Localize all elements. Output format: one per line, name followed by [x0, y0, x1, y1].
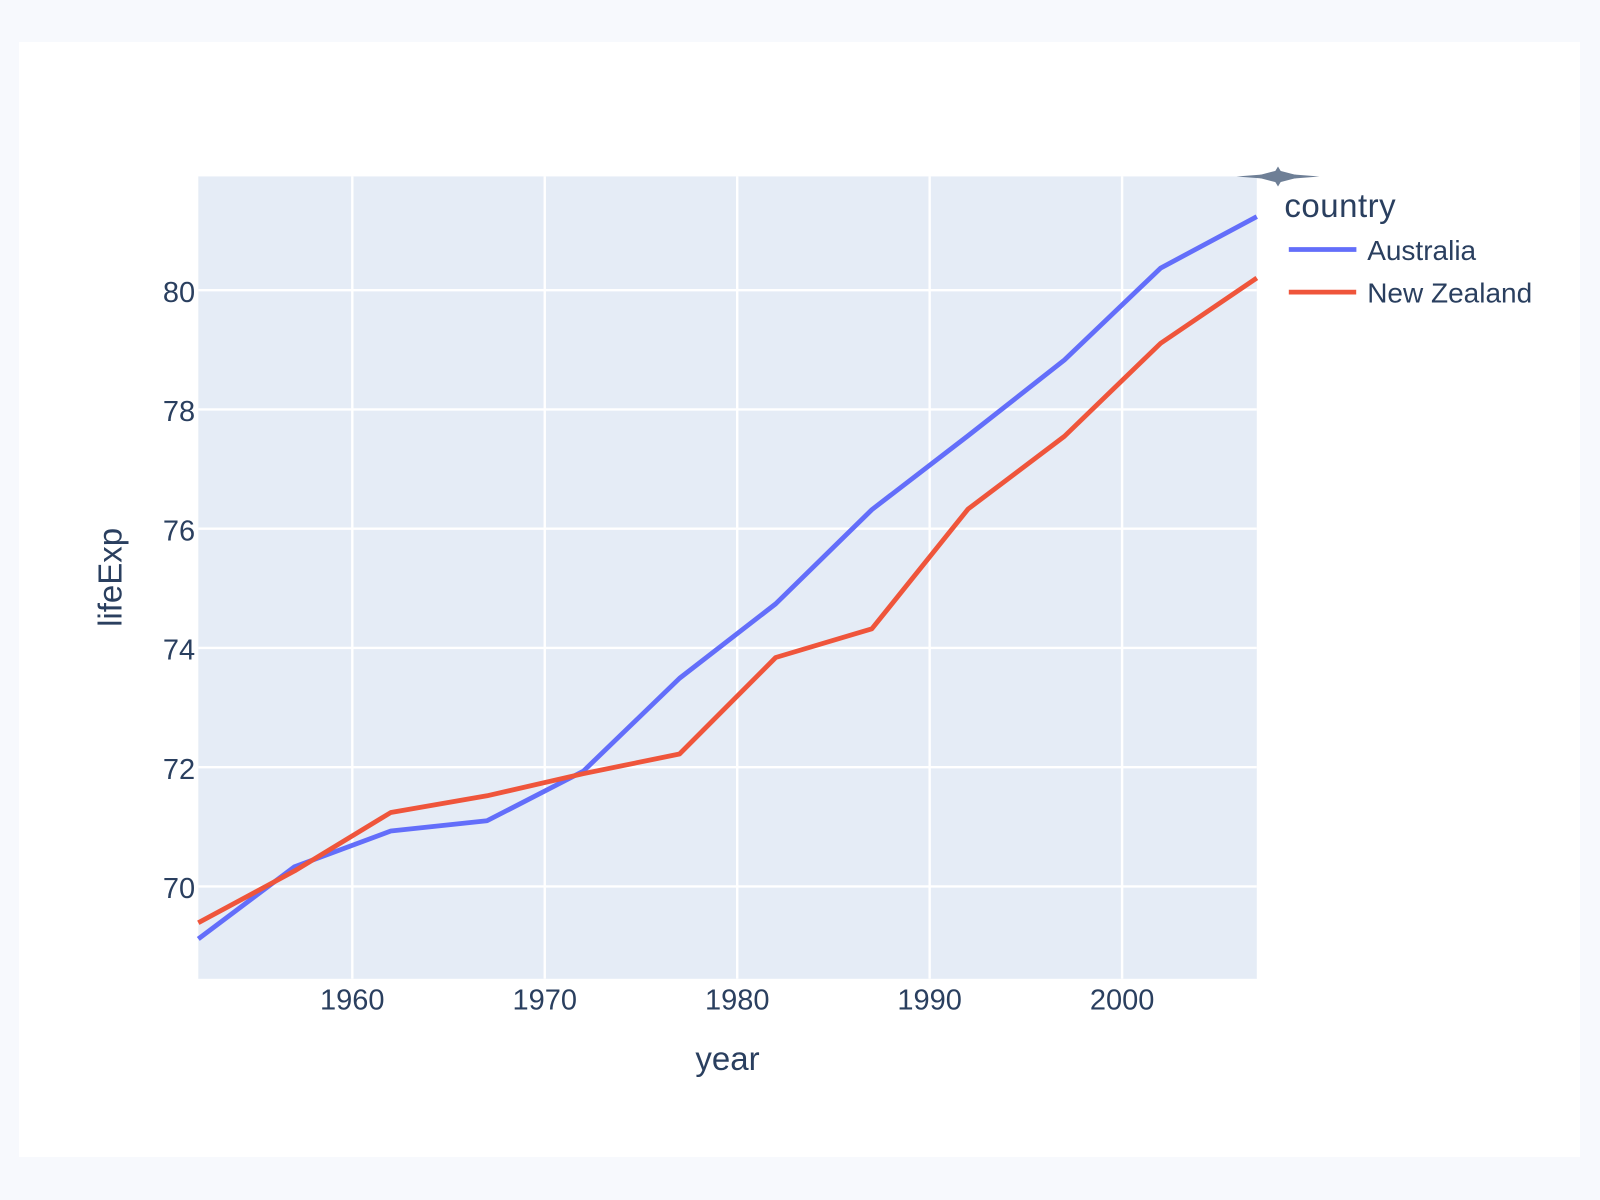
svg-text:year: year [695, 1040, 759, 1077]
svg-text:1960: 1960 [320, 985, 385, 1017]
svg-text:72: 72 [163, 754, 195, 786]
svg-text:Australia: Australia [1367, 235, 1476, 266]
svg-text:78: 78 [163, 396, 195, 428]
svg-text:70: 70 [163, 873, 195, 905]
svg-text:76: 76 [163, 516, 195, 548]
svg-text:1980: 1980 [705, 985, 770, 1017]
svg-text:1970: 1970 [512, 985, 577, 1017]
svg-text:74: 74 [163, 635, 195, 667]
svg-text:country: country [1284, 187, 1396, 224]
svg-text:2000: 2000 [1090, 985, 1155, 1017]
svg-text:New Zealand: New Zealand [1367, 278, 1532, 309]
svg-text:lifeExp: lifeExp [91, 528, 128, 627]
svg-text:80: 80 [163, 277, 195, 309]
svg-text:1990: 1990 [897, 985, 962, 1017]
